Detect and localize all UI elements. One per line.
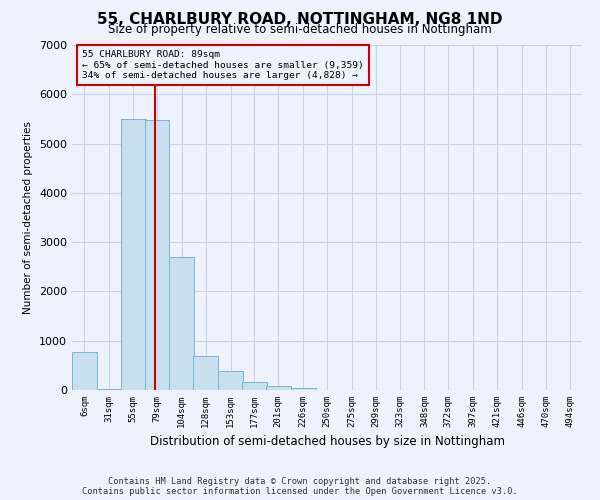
Bar: [242, 382, 267, 390]
Bar: [72, 352, 97, 390]
Bar: [145, 120, 169, 390]
Bar: [121, 119, 146, 390]
Y-axis label: Number of semi-detached properties: Number of semi-detached properties: [23, 121, 34, 314]
Bar: [169, 257, 194, 390]
Text: Contains HM Land Registry data © Crown copyright and database right 2025.
Contai: Contains HM Land Registry data © Crown c…: [82, 476, 518, 496]
Bar: [266, 386, 291, 390]
Bar: [97, 388, 122, 390]
Bar: [291, 388, 316, 390]
Bar: [218, 372, 243, 390]
Text: 55 CHARLBURY ROAD: 89sqm
← 65% of semi-detached houses are smaller (9,359)
34% o: 55 CHARLBURY ROAD: 89sqm ← 65% of semi-d…: [82, 50, 364, 80]
Bar: [193, 356, 218, 390]
Text: 55, CHARLBURY ROAD, NOTTINGHAM, NG8 1ND: 55, CHARLBURY ROAD, NOTTINGHAM, NG8 1ND: [97, 12, 503, 28]
X-axis label: Distribution of semi-detached houses by size in Nottingham: Distribution of semi-detached houses by …: [149, 436, 505, 448]
Text: Size of property relative to semi-detached houses in Nottingham: Size of property relative to semi-detach…: [108, 22, 492, 36]
